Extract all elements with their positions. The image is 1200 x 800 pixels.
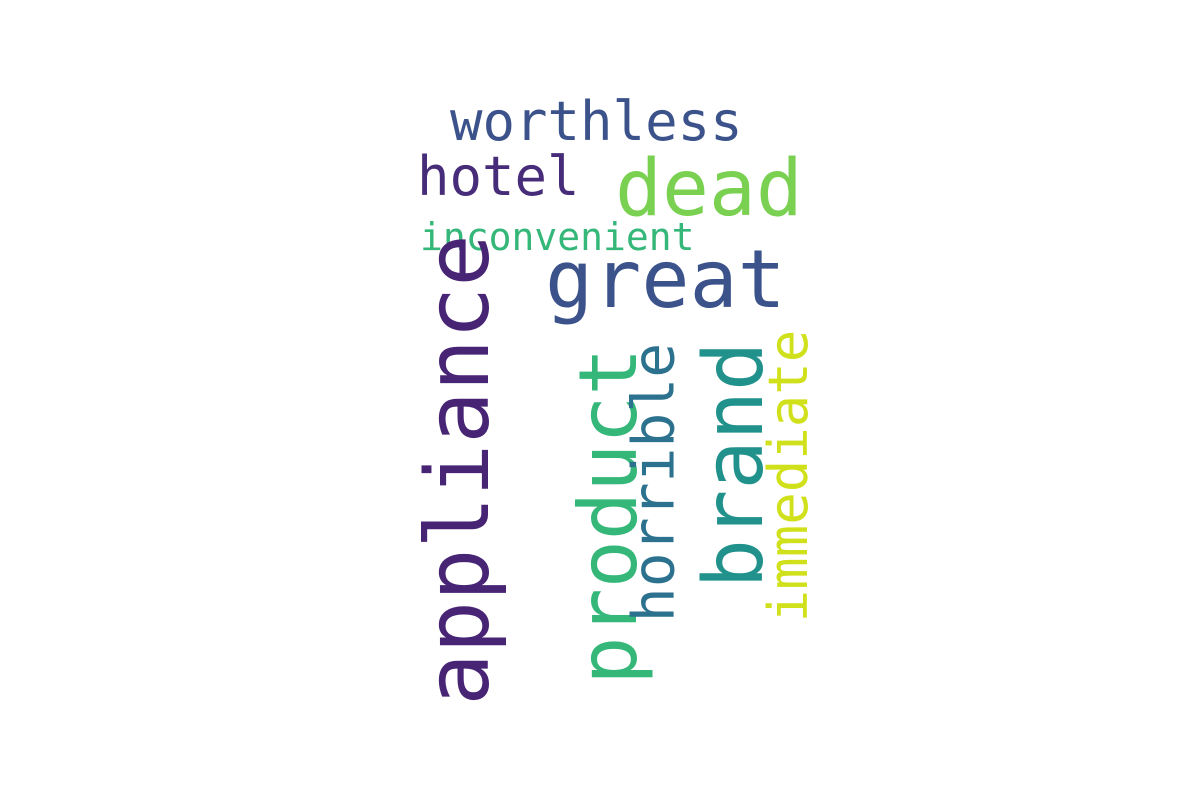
word-appliance: appliance (407, 234, 509, 706)
word-horrible: horrible (619, 342, 688, 623)
word-immediate: immediate (757, 329, 820, 623)
word-brand: brand (687, 341, 782, 589)
word-inconvenient: inconvenient (420, 215, 695, 259)
word-hotel: hotel (417, 145, 580, 208)
word-dead: dead (615, 144, 803, 234)
word-worthless: worthless (450, 90, 743, 153)
word-great: great (545, 233, 786, 326)
